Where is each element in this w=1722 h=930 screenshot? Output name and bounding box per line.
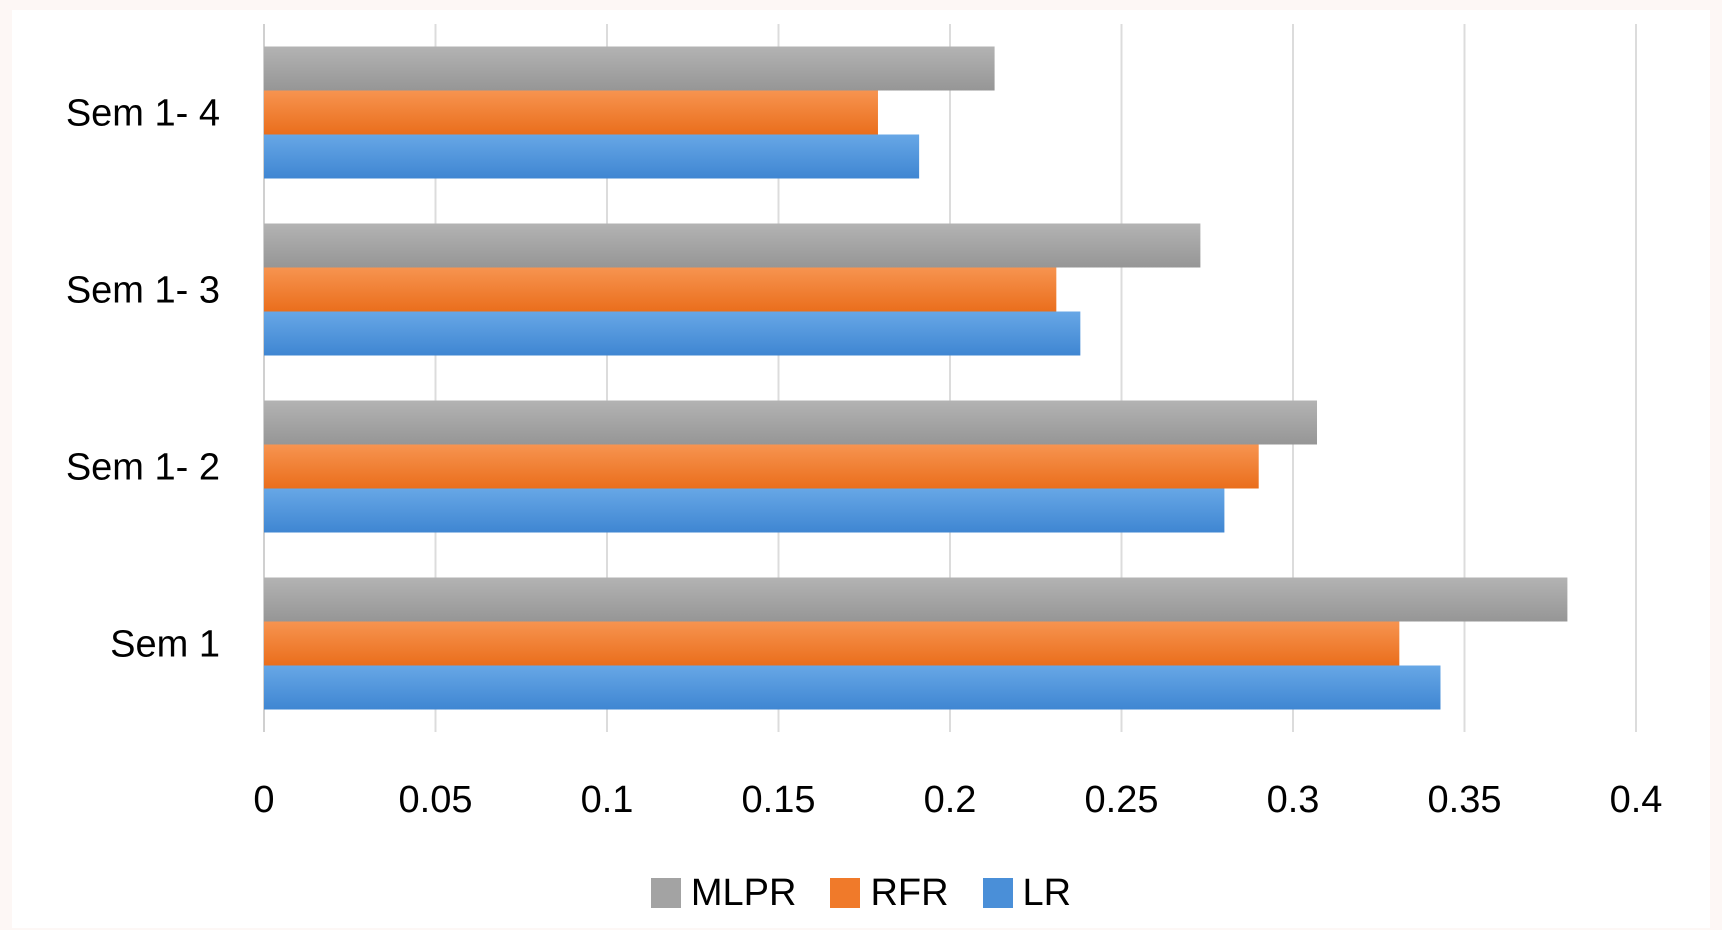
legend-swatch — [830, 878, 861, 908]
legend-label: RFR — [870, 871, 949, 914]
bars — [264, 46, 1568, 710]
y-category-label: Sem 1- 4 — [66, 93, 220, 135]
bar-mlpr-2 — [264, 223, 1201, 268]
x-tick-label: 0 — [253, 779, 274, 821]
bar-mlpr-0 — [264, 577, 1568, 622]
y-category-label: Sem 1- 3 — [66, 270, 220, 312]
legend: MLPR RFR LR — [0, 868, 1722, 918]
bar-mlpr-3 — [264, 46, 995, 91]
legend-item-mlpr: MLPR — [650, 871, 797, 915]
y-category-label: Sem 1- 2 — [66, 447, 220, 489]
bar-lr-0 — [264, 665, 1441, 710]
x-axis-tick-labels: 0 0.05 0.1 0.15 0.2 0.25 0.3 0.35 0.4 — [253, 779, 1662, 821]
x-tick-label: 0.25 — [1085, 779, 1159, 821]
bar-rfr-0 — [264, 621, 1400, 666]
x-tick-label: 0.4 — [1610, 779, 1663, 821]
bar-rfr-3 — [264, 90, 878, 135]
y-category-label: Sem 1 — [110, 624, 220, 666]
bar-rfr-2 — [264, 267, 1057, 312]
bar-lr-1 — [264, 488, 1225, 533]
legend-item-lr: LR — [982, 871, 1072, 915]
legend-label: LR — [1022, 871, 1072, 914]
legend-swatch — [982, 878, 1013, 908]
x-tick-label: 0.05 — [399, 779, 473, 821]
bar-lr-3 — [264, 134, 920, 179]
y-axis-category-labels: Sem 1 Sem 1- 2 Sem 1- 3 Sem 1- 4 — [66, 93, 220, 666]
x-tick-label: 0.1 — [581, 779, 634, 821]
bar-rfr-1 — [264, 444, 1259, 489]
x-tick-label: 0.35 — [1428, 779, 1502, 821]
bar-lr-2 — [264, 311, 1081, 356]
x-tick-label: 0.15 — [742, 779, 816, 821]
legend-item-rfr: RFR — [830, 871, 949, 915]
x-tick-label: 0.3 — [1267, 779, 1320, 821]
bar-mlpr-1 — [264, 400, 1318, 445]
legend-swatch — [650, 878, 681, 908]
x-tick-label: 0.2 — [924, 779, 977, 821]
legend-label: MLPR — [690, 871, 797, 914]
